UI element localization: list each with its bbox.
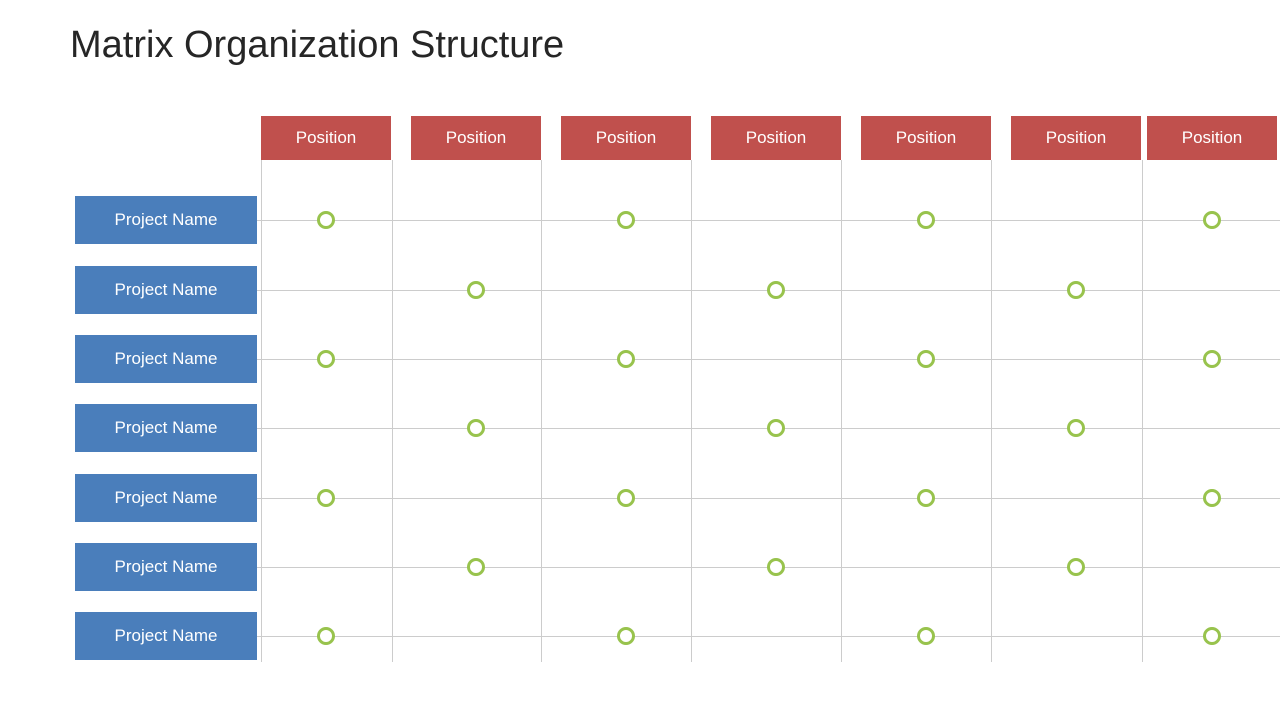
assignment-marker [1203,627,1221,645]
row-header-label: Project Name [115,557,218,577]
column-header-label: Position [1046,128,1106,148]
grid-vline [841,160,842,662]
grid-vline [541,160,542,662]
row-header: Project Name [75,335,257,383]
assignment-marker [1203,489,1221,507]
row-header: Project Name [75,404,257,452]
grid-vline [1142,160,1143,662]
assignment-marker [617,627,635,645]
grid-vline [261,160,262,662]
grid-vline [691,160,692,662]
column-header-label: Position [446,128,506,148]
grid-hline [257,220,1280,221]
row-header: Project Name [75,474,257,522]
column-header: Position [861,116,991,160]
row-header-label: Project Name [115,210,218,230]
grid-hline [257,498,1280,499]
column-header-label: Position [596,128,656,148]
assignment-marker [917,489,935,507]
assignment-marker [467,558,485,576]
assignment-marker [617,489,635,507]
assignment-marker [767,419,785,437]
assignment-marker [1067,419,1085,437]
assignment-marker [467,419,485,437]
column-header: Position [711,116,841,160]
row-header-label: Project Name [115,280,218,300]
assignment-marker [467,281,485,299]
assignment-marker [317,627,335,645]
grid-hline [257,359,1280,360]
assignment-marker [1203,211,1221,229]
row-header-label: Project Name [115,488,218,508]
column-header: Position [1147,116,1277,160]
row-header-label: Project Name [115,349,218,369]
assignment-marker [1067,558,1085,576]
assignment-marker [917,350,935,368]
assignment-marker [317,211,335,229]
column-header-label: Position [746,128,806,148]
grid-vline [392,160,393,662]
row-header: Project Name [75,543,257,591]
column-header-label: Position [896,128,956,148]
assignment-marker [617,211,635,229]
assignment-marker [317,350,335,368]
assignment-marker [317,489,335,507]
grid-hline [257,636,1280,637]
row-header: Project Name [75,196,257,244]
column-header-label: Position [1182,128,1242,148]
assignment-marker [1203,350,1221,368]
column-header: Position [1011,116,1141,160]
row-header-label: Project Name [115,418,218,438]
column-header-label: Position [296,128,356,148]
assignment-marker [767,281,785,299]
row-header-label: Project Name [115,626,218,646]
row-header: Project Name [75,612,257,660]
column-header: Position [561,116,691,160]
assignment-marker [917,627,935,645]
assignment-marker [1067,281,1085,299]
assignment-marker [617,350,635,368]
page-title: Matrix Organization Structure [70,24,564,67]
assignment-marker [917,211,935,229]
column-header: Position [261,116,391,160]
assignment-marker [767,558,785,576]
column-header: Position [411,116,541,160]
grid-vline [991,160,992,662]
row-header: Project Name [75,266,257,314]
